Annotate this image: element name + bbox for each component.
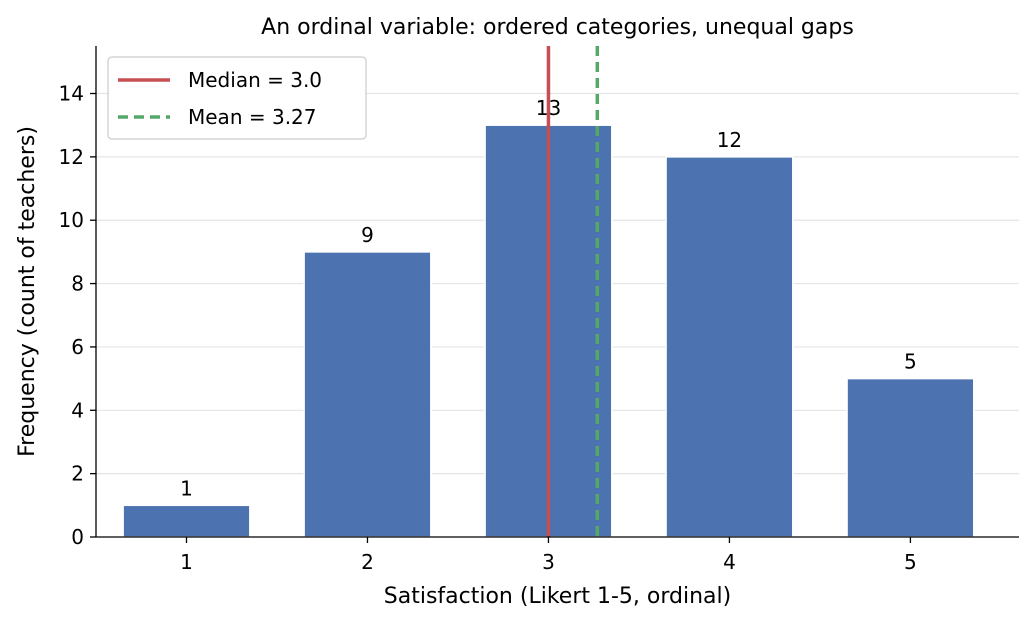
axes <box>95 46 1019 538</box>
y-tick-label: 0 <box>71 525 84 549</box>
x-axis-label: Satisfaction (Likert 1-5, ordinal) <box>384 584 731 609</box>
bar-value-label: 1 <box>180 476 193 500</box>
y-tick-label: 6 <box>71 335 84 359</box>
legend-box <box>107 56 367 140</box>
bar-value-label: 5 <box>904 350 917 374</box>
bar <box>665 156 794 538</box>
bar-value-label: 12 <box>717 128 742 152</box>
chart-title: An ordinal variable: ordered categories,… <box>261 15 854 40</box>
y-tick-label: 10 <box>59 208 84 232</box>
reference-lines <box>546 46 600 537</box>
bar-value-label: 9 <box>361 223 374 247</box>
y-tick-label: 2 <box>71 462 84 486</box>
x-ticks: 1 2 3 4 5 <box>180 537 917 574</box>
legend: Median = 3.0 Mean = 3.27 <box>107 56 367 140</box>
y-tick-label: 8 <box>71 272 84 296</box>
bar <box>303 251 432 538</box>
y-tick-label: 14 <box>59 82 84 106</box>
x-tick-label: 1 <box>180 550 193 574</box>
x-tick-label: 5 <box>904 550 917 574</box>
bar <box>846 377 975 538</box>
bar <box>122 504 251 538</box>
y-tick-label: 12 <box>59 145 84 169</box>
y-tick-label: 4 <box>71 398 84 422</box>
x-tick-label: 4 <box>723 550 736 574</box>
x-tick-label: 3 <box>542 550 555 574</box>
y-axis-label: Frequency (count of teachers) <box>15 126 40 457</box>
legend-label: Median = 3.0 <box>188 68 322 92</box>
x-tick-label: 2 <box>361 550 374 574</box>
legend-label: Mean = 3.27 <box>188 105 317 129</box>
y-ticks: 0 2 4 6 8 10 12 14 <box>59 82 96 549</box>
